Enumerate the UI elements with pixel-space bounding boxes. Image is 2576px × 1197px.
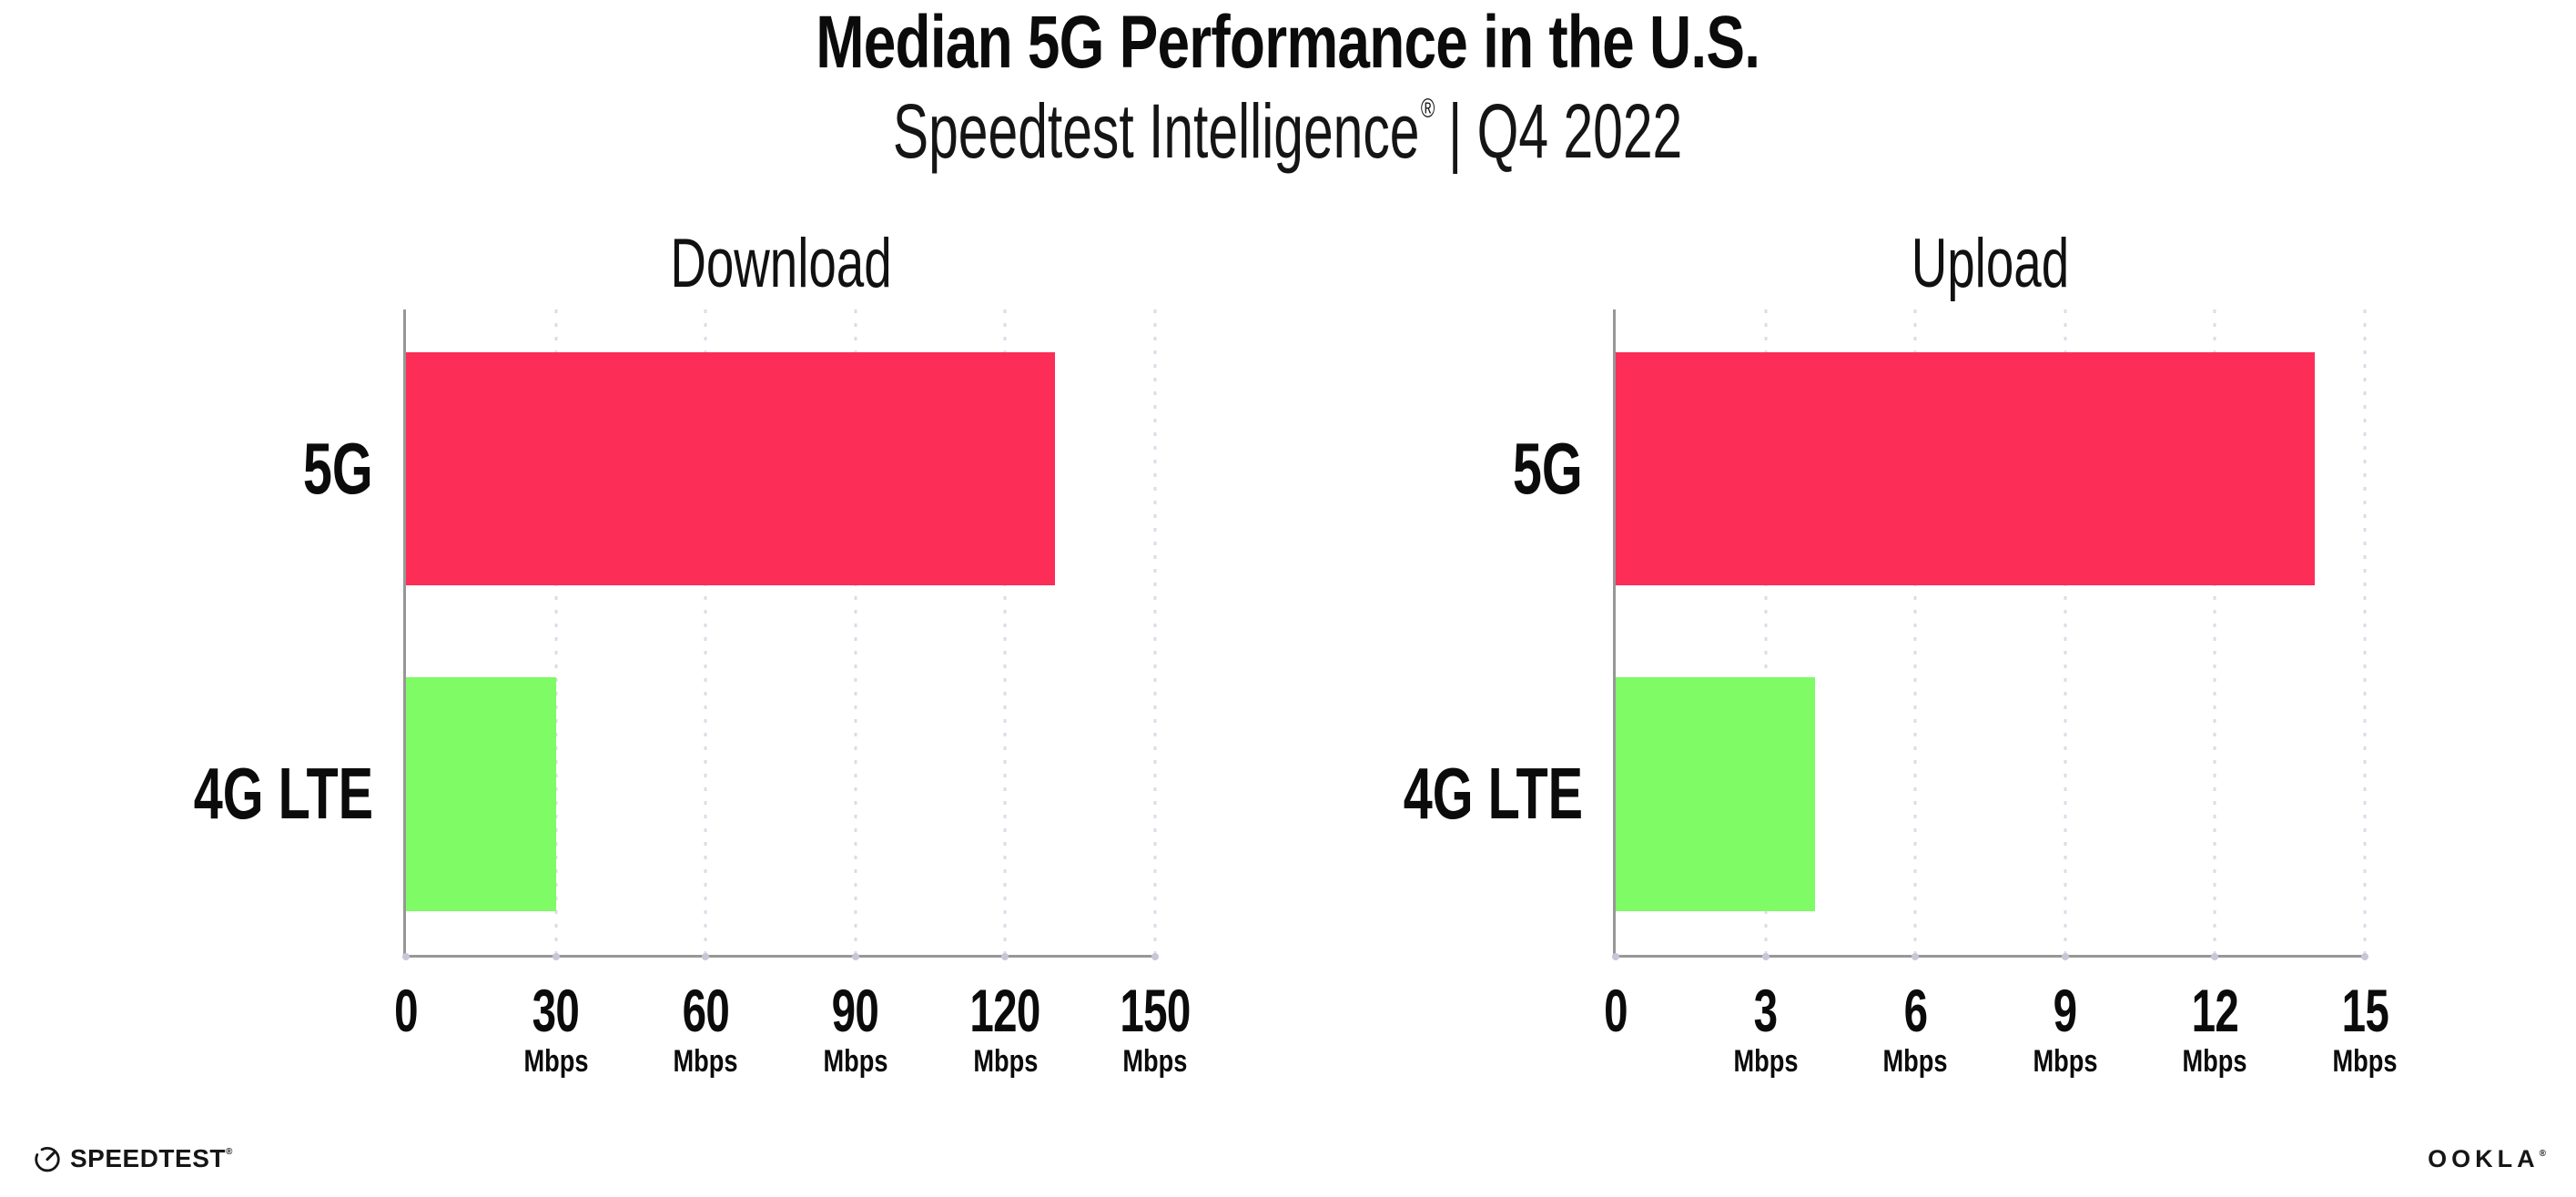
bar-5g <box>1616 351 2316 586</box>
x-tick-unit-label: Mbps <box>972 1044 1038 1079</box>
x-tick-label: 9 <box>2053 977 2077 1044</box>
axis-tick-dot-3 <box>1761 953 1770 960</box>
x-tick-label: 0 <box>1604 977 1628 1044</box>
upload-x-axis-ticks: 0 3 Mbps 6 Mbps 9 Mbps 12 Mbps 15 Mbps <box>1604 955 2397 1119</box>
page-title-text: Median 5G Performance in the U.S. <box>816 1 1761 84</box>
x-tick-label: 150 <box>1120 977 1191 1044</box>
gridline-15 <box>2363 309 2367 955</box>
category-label-5g: 5G <box>1513 428 1583 510</box>
x-tick-unit-label: Mbps <box>1733 1044 1799 1079</box>
bar-5g <box>406 351 1056 586</box>
page-subtitle: Speedtest Intelligence® | Q4 2022 <box>0 93 2576 169</box>
x-tick-30: 30 Mbps <box>515 955 596 1077</box>
subtitle-brand: Speedtest Intelligence <box>893 88 1420 174</box>
axis-tick-dot-60 <box>702 953 710 960</box>
upload-category-labels: 5G 4G LTE <box>1404 309 2365 955</box>
x-tick-unit-label: Mbps <box>2332 1044 2398 1079</box>
x-tick-unit-label: Mbps <box>2033 1044 2098 1079</box>
x-tick-120: 120 Mbps <box>957 955 1054 1077</box>
category-label-5g: 5G <box>303 428 373 510</box>
x-tick-unit-label: Mbps <box>823 1044 888 1079</box>
axis-tick-dot-0 <box>402 953 410 960</box>
axis-tick-dot-12 <box>2211 953 2219 960</box>
download-x-axis-ticks: 0 30 Mbps 60 Mbps 90 Mbps 120 Mbps 150 Mbps <box>394 955 1191 1119</box>
x-tick-0: 0 <box>1599 955 1632 1040</box>
subtitle-quarter: | Q4 2022 <box>1448 88 1683 174</box>
x-tick-label: 120 <box>969 977 1041 1044</box>
axis-tick-dot-90 <box>851 953 859 960</box>
gridline-12 <box>2213 309 2216 955</box>
axis-tick-dot-120 <box>1001 953 1009 960</box>
x-tick-unit-label: Mbps <box>2182 1044 2247 1079</box>
x-tick-unit-label: Mbps <box>673 1044 738 1079</box>
x-tick-0: 0 <box>390 955 422 1040</box>
x-tick-unit-label: Mbps <box>523 1044 589 1079</box>
upload-chart-title: Upload <box>1911 224 2070 302</box>
gridline-150 <box>1153 309 1157 955</box>
x-tick-label: 90 <box>832 977 879 1044</box>
x-tick-label: 6 <box>1903 977 1928 1044</box>
download-category-labels: 5G 4G LTE <box>194 309 1155 955</box>
download-chart-plot-area: Download 5G 4G LTE 0 30 Mbps 60 Mbps 90 Mbps 120… <box>194 228 1192 1077</box>
speedtest-gauge-icon <box>35 1147 60 1172</box>
x-tick-label: 3 <box>1753 977 1778 1044</box>
category-label-4g-lte: 4G LTE <box>1403 753 1583 835</box>
ookla-logo: OOKLA® <box>2428 1147 2546 1172</box>
gridline-60 <box>704 309 707 955</box>
axis-tick-dot-9 <box>2061 953 2069 960</box>
bar-4g-lte <box>406 677 556 911</box>
axis-tick-dot-150 <box>1151 953 1159 960</box>
gridline-120 <box>1003 309 1007 955</box>
page-title: Median 5G Performance in the U.S. <box>0 5 2576 80</box>
axis-tick-dot-6 <box>1912 953 1920 960</box>
x-tick-label: 0 <box>394 977 418 1044</box>
x-tick-6: 6 Mbps <box>1875 955 1956 1077</box>
page-subtitle-text: Speedtest Intelligence® | Q4 2022 <box>893 93 1682 169</box>
x-tick-3: 3 Mbps <box>1725 955 1806 1077</box>
x-tick-12: 12 Mbps <box>2175 955 2256 1077</box>
x-tick-150: 150 Mbps <box>1106 955 1203 1077</box>
upload-bars-layer <box>1616 309 2365 955</box>
x-tick-90: 90 Mbps <box>815 955 896 1077</box>
speedtest-wordmark: SPEEDTEST® <box>70 1144 233 1172</box>
x-tick-15: 15 Mbps <box>2325 955 2406 1077</box>
ookla-registered-mark: ® <box>2539 1149 2546 1159</box>
gridline-9 <box>2064 309 2067 955</box>
speedtest-registered-mark: ® <box>225 1147 233 1157</box>
category-label-4g-lte: 4G LTE <box>193 753 373 835</box>
gridline-90 <box>854 309 857 955</box>
upload-grid-layer <box>1616 309 2367 955</box>
axis-tick-dot-0 <box>1612 953 1619 960</box>
x-tick-label: 60 <box>682 977 729 1044</box>
gridline-6 <box>1913 309 1917 955</box>
download-chart-title: Download <box>669 224 892 302</box>
speedtest-logo: SPEEDTEST® <box>33 1143 233 1174</box>
gridline-3 <box>1764 309 1768 955</box>
gridline-30 <box>554 309 558 955</box>
bar-4g-lte <box>1616 677 1816 911</box>
download-grid-layer <box>406 309 1157 955</box>
x-tick-unit-label: Mbps <box>1882 1044 1948 1079</box>
upload-chart-plot-area: Upload 5G 4G LTE 0 3 Mbps 6 Mbps 9 Mbps 12 Mbps 15… <box>1404 228 2398 1077</box>
x-tick-label: 15 <box>2341 977 2388 1044</box>
x-tick-label: 12 <box>2191 977 2239 1044</box>
x-tick-unit-label: Mbps <box>1122 1044 1188 1079</box>
x-tick-9: 9 Mbps <box>2024 955 2105 1077</box>
x-tick-label: 30 <box>532 977 580 1044</box>
registered-mark: ® <box>1421 94 1435 124</box>
download-bars-layer <box>406 309 1155 955</box>
axis-tick-dot-15 <box>2361 953 2368 960</box>
ookla-wordmark: OOKLA <box>2428 1145 2540 1172</box>
x-tick-60: 60 Mbps <box>665 955 746 1077</box>
axis-tick-dot-30 <box>552 953 560 960</box>
